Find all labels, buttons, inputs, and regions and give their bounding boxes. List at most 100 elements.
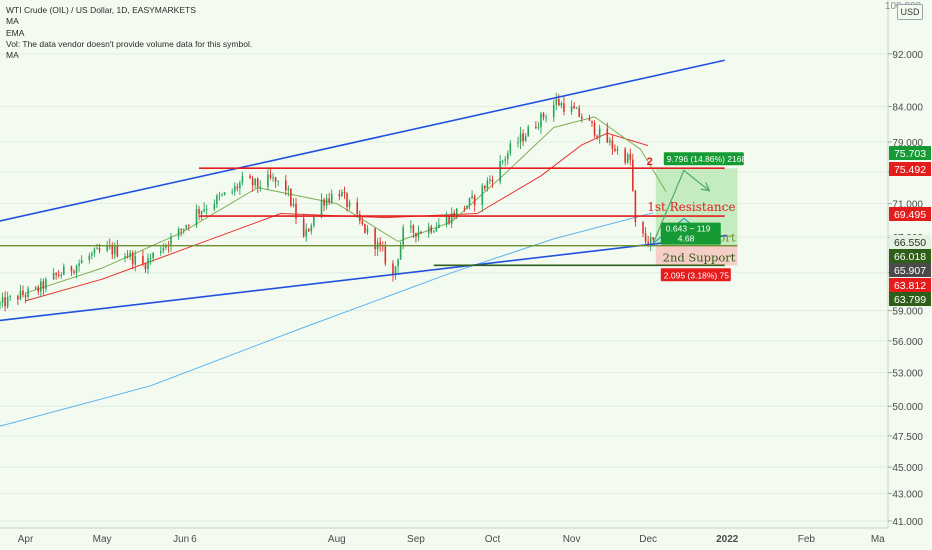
candle bbox=[233, 182, 236, 196]
candle-body bbox=[114, 246, 116, 255]
candle-body bbox=[330, 193, 333, 202]
candle bbox=[182, 228, 185, 235]
candle bbox=[328, 192, 330, 206]
candle bbox=[379, 237, 382, 252]
candle-body bbox=[384, 246, 387, 264]
candle-body bbox=[57, 274, 60, 276]
candle bbox=[575, 106, 578, 109]
candle-body bbox=[307, 229, 310, 232]
candle-body bbox=[448, 216, 450, 224]
candle-body bbox=[366, 228, 369, 233]
candle bbox=[60, 272, 63, 279]
candle bbox=[152, 251, 154, 262]
candle bbox=[611, 134, 614, 155]
candle-body bbox=[484, 185, 486, 189]
candle bbox=[295, 197, 297, 224]
currency-button[interactable]: USD bbox=[897, 4, 923, 20]
candle bbox=[555, 92, 558, 111]
candle-body bbox=[328, 198, 330, 202]
candle bbox=[162, 243, 165, 254]
candle-body bbox=[55, 272, 57, 275]
candle bbox=[292, 198, 295, 208]
candle bbox=[486, 177, 489, 192]
candle-body bbox=[535, 126, 537, 129]
candle-body bbox=[468, 197, 471, 206]
candle-body bbox=[251, 178, 254, 186]
indicator-vol[interactable]: Vol: The data vendor doesn't provide vol… bbox=[6, 38, 253, 49]
candle-body bbox=[647, 241, 649, 246]
price-tag-text: 63.799 bbox=[894, 294, 926, 306]
candle-body bbox=[593, 122, 596, 136]
candle bbox=[78, 259, 80, 272]
candle bbox=[325, 194, 328, 210]
candle bbox=[420, 230, 422, 234]
legend-panel: WTI Crude (OIL) / US Dollar, 1D, EASYMAR… bbox=[6, 5, 252, 61]
candle-body bbox=[256, 178, 259, 187]
stop-info-text: 2.095 (3.18%) 75 bbox=[664, 270, 729, 280]
candle bbox=[542, 111, 545, 121]
candle-body bbox=[522, 133, 524, 142]
candle-body bbox=[417, 231, 420, 237]
candle-body bbox=[162, 247, 165, 252]
time-tick-label: Sep bbox=[407, 534, 425, 545]
candle-body bbox=[249, 175, 251, 179]
candle-body bbox=[24, 295, 27, 297]
candle bbox=[578, 105, 581, 118]
indicator-ema[interactable]: EMA bbox=[6, 27, 25, 38]
candle-body bbox=[88, 255, 91, 260]
candle bbox=[432, 229, 435, 233]
candle bbox=[438, 218, 440, 229]
candle-body bbox=[287, 188, 290, 191]
candle bbox=[256, 177, 259, 194]
candle-body bbox=[52, 272, 55, 280]
candle-body bbox=[430, 226, 433, 233]
candle bbox=[218, 191, 221, 201]
indicator-ma[interactable]: MA bbox=[6, 16, 19, 27]
candle-body bbox=[591, 120, 593, 123]
candle bbox=[376, 238, 379, 256]
candle bbox=[17, 294, 19, 305]
candle bbox=[165, 243, 167, 251]
candle bbox=[358, 210, 361, 225]
candle bbox=[310, 223, 313, 235]
symbol-title[interactable]: WTI Crude (OIL) / US Dollar, 1D, EASYMAR… bbox=[6, 5, 196, 15]
candle bbox=[1, 292, 4, 308]
indicator-ma-2[interactable]: MA bbox=[6, 50, 19, 61]
candles bbox=[0, 92, 655, 312]
candle-body bbox=[652, 237, 655, 241]
stop-info-box: 2.095 (3.18%) 75 bbox=[660, 268, 731, 282]
candle bbox=[205, 204, 208, 216]
candle-body bbox=[343, 192, 346, 194]
candle-body bbox=[558, 99, 560, 106]
price-tick-label: 56.000 bbox=[892, 337, 923, 348]
candle-body bbox=[1, 297, 4, 303]
forecast-arrow-0 bbox=[652, 169, 710, 244]
ema-200-line bbox=[0, 212, 654, 427]
candle-body bbox=[346, 193, 348, 208]
candle-body bbox=[644, 233, 647, 242]
candle-body bbox=[203, 209, 205, 212]
candle-body bbox=[338, 193, 341, 197]
candle bbox=[509, 140, 512, 156]
candle-body bbox=[78, 263, 80, 266]
candle-body bbox=[325, 198, 328, 206]
candle-body bbox=[198, 209, 200, 214]
candle bbox=[624, 146, 626, 165]
candle-body bbox=[519, 133, 522, 143]
candle bbox=[626, 152, 629, 164]
candle-body bbox=[563, 103, 565, 112]
candle-body bbox=[233, 186, 236, 192]
candle bbox=[499, 155, 501, 185]
candle-body bbox=[200, 211, 203, 214]
candle bbox=[598, 124, 601, 144]
candle-body bbox=[34, 287, 37, 289]
gridlines bbox=[0, 53, 888, 522]
candle-body bbox=[415, 232, 417, 237]
forecast-arrowhead-0 bbox=[700, 182, 711, 192]
candle-body bbox=[473, 195, 476, 206]
candle bbox=[570, 100, 573, 115]
candle bbox=[259, 180, 262, 192]
candle bbox=[277, 180, 279, 187]
candle bbox=[70, 265, 73, 276]
